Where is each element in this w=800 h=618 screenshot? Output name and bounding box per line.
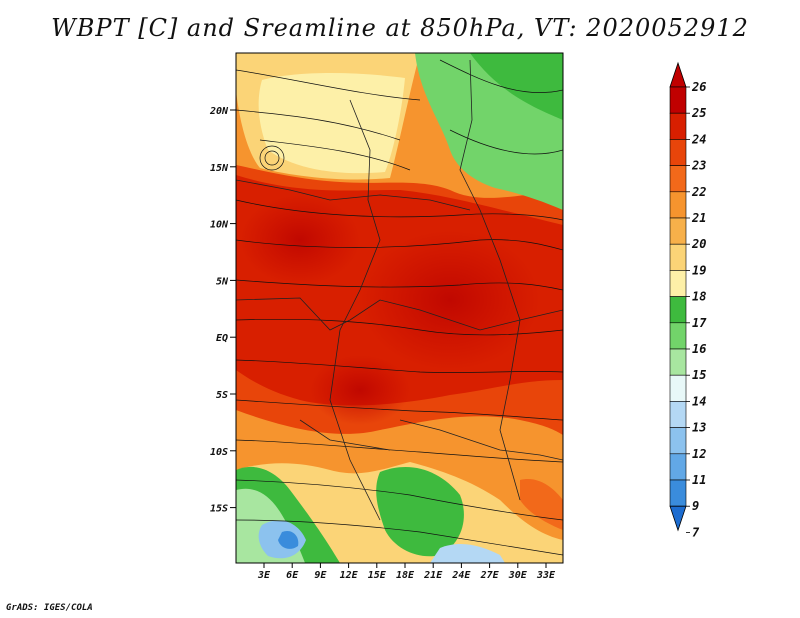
lat-tick-label: 5S — [216, 390, 228, 401]
lon-tick-label: 27E — [480, 570, 500, 581]
colorbar-segment — [669, 270, 687, 297]
colorbar-segment — [669, 112, 687, 140]
colorbar-segment — [669, 217, 687, 245]
lat-tick-label: 10N — [210, 220, 229, 231]
colorbar-label: 16 — [692, 342, 706, 356]
colorbar-label: 13 — [692, 421, 706, 435]
lat-tick-label: 5N — [216, 276, 229, 287]
colorbar-label: 26 — [691, 80, 706, 94]
colorbar-segment — [669, 243, 687, 271]
colorbar-segment — [669, 86, 687, 114]
lon-tick-label: 21E — [423, 570, 443, 581]
colorbar-segment — [669, 296, 687, 324]
colorbar-segment — [669, 401, 687, 428]
lat-tick-label: 20N — [209, 106, 229, 117]
colorbar-label: 9 — [692, 499, 699, 513]
lon-tick-label: 6E — [286, 570, 299, 581]
latitude-axis: 20N 15N 10N 5N EQ 5S 10S 15S — [209, 106, 236, 515]
colorbar-arrow-bottom — [669, 505, 687, 532]
colorbar-segment — [669, 139, 687, 166]
lon-tick-label: 12E — [340, 570, 359, 581]
colorbar-label: 20 — [691, 237, 706, 251]
colorbar-segment — [669, 453, 687, 481]
streamlines — [236, 59, 563, 556]
lon-tick-label: 30E — [508, 570, 528, 581]
lat-tick-label: 15S — [210, 504, 228, 515]
colorbar: 26 25 24 23 22 21 20 19 18 17 16 15 14 13 12 11 9 7 — [669, 61, 707, 539]
lat-tick-label: 15N — [210, 163, 229, 174]
colorbar-label: 17 — [692, 316, 707, 330]
colorbar-label: 18 — [692, 290, 706, 304]
colorbar-label: 25 — [691, 106, 706, 120]
map-frame — [235, 52, 564, 564]
colorbar-label: 23 — [691, 159, 706, 173]
lon-tick-label: 24E — [451, 570, 471, 581]
lon-tick-label: 18E — [396, 570, 415, 581]
colorbar-segment — [669, 191, 687, 219]
colorbar-label: 7 — [692, 525, 700, 539]
colorbar-segment — [669, 322, 687, 350]
lat-tick-label: EQ — [216, 333, 228, 344]
colorbar-arrow-top — [669, 61, 687, 88]
colorbar-label: 15 — [692, 368, 706, 382]
colorbar-segment — [669, 165, 687, 193]
colorbar-segment — [669, 374, 687, 402]
colorbar-label: 12 — [692, 447, 706, 461]
colorbar-segment — [669, 427, 687, 455]
colorbar-label: 19 — [692, 263, 706, 277]
colorbar-label: 21 — [691, 211, 706, 225]
colorbar-label: 11 — [692, 473, 706, 487]
country-borders — [236, 59, 563, 521]
colorbar-label: 24 — [691, 132, 706, 146]
colorbar-segment — [669, 348, 687, 376]
chart-title: WBPT [C] and Sreamline at 850hPa, VT: 20… — [51, 14, 749, 42]
lon-tick-label: 15E — [368, 570, 387, 581]
colorbar-segment — [669, 479, 687, 507]
colorbar-label: 22 — [691, 185, 706, 199]
longitude-axis: 3E 6E 9E 12E 15E 18E 21E 24E 27E 30E 33E — [257, 563, 556, 581]
lon-tick-label: 9E — [314, 570, 327, 581]
lat-tick-label: 10S — [210, 447, 228, 458]
lon-tick-label: 33E — [536, 570, 556, 581]
lon-tick-label: 3E — [257, 570, 271, 581]
colorbar-label: 14 — [692, 394, 706, 408]
wbpt-shading — [236, 53, 563, 563]
grads-credit: GrADS: IGES/COLA — [6, 603, 93, 613]
